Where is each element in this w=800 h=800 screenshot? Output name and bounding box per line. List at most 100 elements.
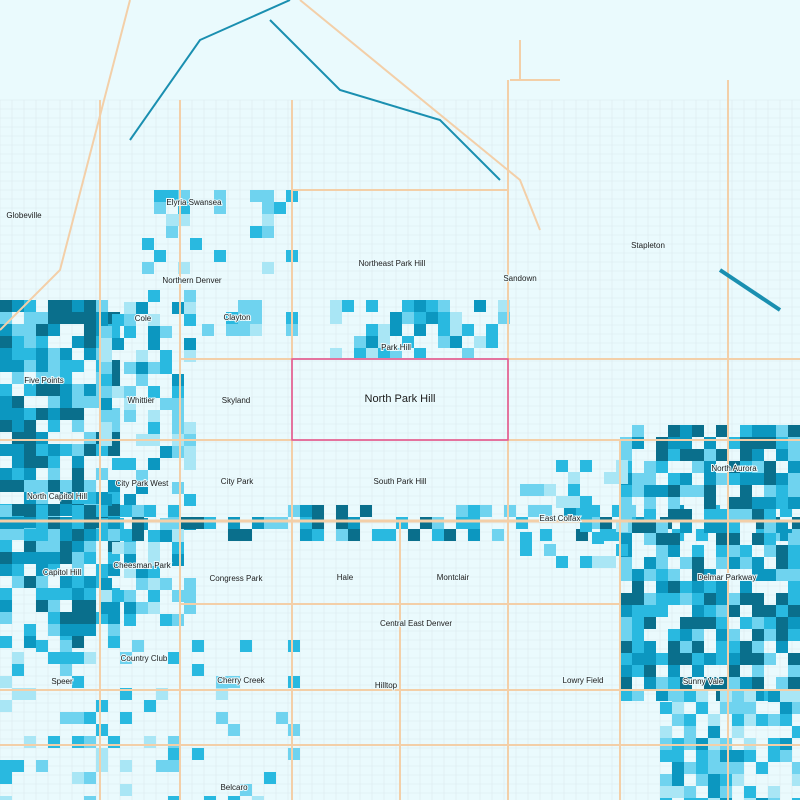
cell <box>520 484 532 496</box>
cell <box>84 324 96 336</box>
cell <box>228 724 240 736</box>
cell <box>168 796 180 800</box>
cell <box>468 505 480 517</box>
cell <box>36 529 48 541</box>
cell <box>108 444 120 456</box>
river <box>129 0 291 141</box>
cell <box>36 312 48 324</box>
cell <box>72 517 84 529</box>
cell <box>24 576 36 588</box>
cell <box>788 581 800 593</box>
cell <box>60 664 72 676</box>
cell <box>692 545 704 557</box>
cell <box>792 798 800 800</box>
cell <box>72 312 84 324</box>
cell <box>108 529 120 541</box>
cell <box>468 517 480 529</box>
cell <box>556 496 568 508</box>
cell <box>228 517 240 529</box>
label: Northern Denver <box>162 276 221 285</box>
cell <box>12 300 24 312</box>
cell <box>24 468 36 480</box>
cell <box>486 324 498 336</box>
cell <box>764 617 776 629</box>
cell <box>36 384 48 396</box>
cell <box>100 374 112 386</box>
cell <box>60 360 72 372</box>
cell <box>728 545 740 557</box>
cell <box>0 612 12 624</box>
cell <box>60 348 72 360</box>
cell <box>288 724 300 736</box>
cell <box>720 798 732 800</box>
cell <box>680 509 692 521</box>
cell <box>300 517 312 529</box>
cell <box>300 529 312 541</box>
cell <box>752 449 764 461</box>
cell <box>540 529 552 541</box>
cell <box>108 736 120 748</box>
cell <box>216 676 228 688</box>
cell <box>142 238 154 250</box>
cell <box>36 505 48 517</box>
cell <box>672 714 684 726</box>
cell <box>764 437 776 449</box>
cell <box>768 714 780 726</box>
cell <box>84 576 96 588</box>
cell <box>36 492 48 504</box>
cell <box>764 473 776 485</box>
cell <box>474 336 486 348</box>
cell <box>632 473 644 485</box>
cell <box>276 517 288 529</box>
cell <box>144 736 156 748</box>
cell <box>12 360 24 372</box>
cell <box>330 312 342 324</box>
cell <box>72 468 84 480</box>
cell <box>160 350 172 362</box>
cell <box>656 605 668 617</box>
cell <box>24 444 36 456</box>
cell <box>262 262 274 274</box>
cell <box>72 360 84 372</box>
cell <box>192 517 204 529</box>
cell <box>632 641 644 653</box>
cell <box>48 372 60 384</box>
cell <box>620 653 632 665</box>
cell <box>100 350 112 362</box>
cell <box>776 557 788 569</box>
cell <box>124 398 136 410</box>
cell <box>312 529 324 541</box>
cell <box>780 690 792 702</box>
cell <box>36 480 48 492</box>
cell <box>148 578 160 590</box>
cell <box>48 480 60 492</box>
cell <box>108 517 120 529</box>
cell <box>632 689 644 701</box>
cell <box>168 505 180 517</box>
cell <box>100 590 112 602</box>
cell <box>708 726 720 738</box>
cell <box>262 214 274 226</box>
cell <box>348 529 360 541</box>
cell <box>72 456 84 468</box>
cell <box>788 545 800 557</box>
cell <box>84 348 96 360</box>
cell <box>656 437 668 449</box>
cell <box>414 300 426 312</box>
cell <box>656 533 668 545</box>
cell <box>632 629 644 641</box>
cell <box>24 432 36 444</box>
cell <box>456 517 468 529</box>
cell <box>48 517 60 529</box>
cell <box>148 602 160 614</box>
cell <box>528 505 540 517</box>
cell <box>12 480 24 492</box>
cell <box>60 480 72 492</box>
cell <box>12 456 24 468</box>
cell <box>692 425 704 437</box>
cell <box>228 796 240 800</box>
cell <box>780 702 792 714</box>
cell <box>96 300 108 312</box>
cell <box>240 640 252 652</box>
